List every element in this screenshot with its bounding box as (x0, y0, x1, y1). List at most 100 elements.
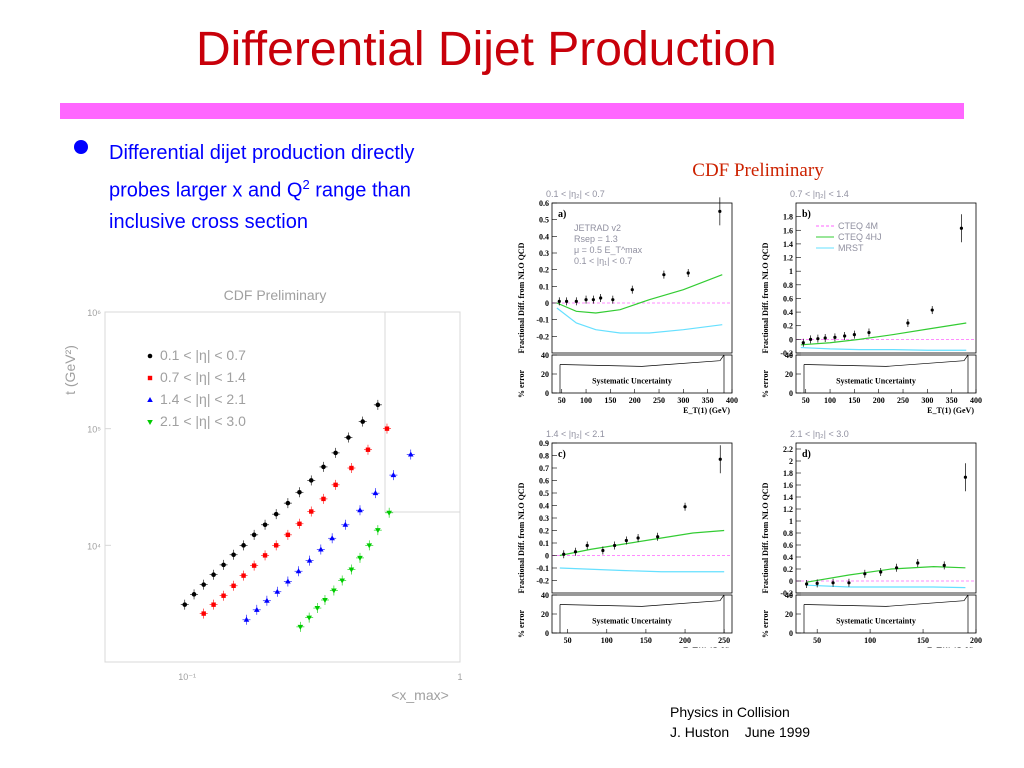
bullet-dot (74, 140, 88, 154)
data-point (253, 606, 260, 612)
x-tick-label: 150 (848, 396, 860, 405)
panel-annotation: 0.1 < |η₁| < 0.7 (574, 256, 632, 266)
data-point (894, 566, 899, 570)
y-tick-label: 1.2 (783, 254, 793, 263)
panel-header: 1.4 < |η₂| < 2.1 (546, 429, 605, 439)
data-point (309, 509, 314, 514)
panel-4: 2.1 < |η₂| < 3.0 d) -0.2 0 0.2 0.4 0.6 0.8 1 1.2 1… (761, 429, 982, 648)
data-point (262, 522, 268, 528)
legend-label: 0.7 < |η| < 1.4 (160, 369, 246, 385)
x-tick-label: 100 (580, 396, 592, 405)
data-point (241, 573, 246, 578)
x-tick-label: 50 (558, 396, 566, 405)
x-tick-label: 50 (813, 636, 821, 645)
data-point (285, 578, 291, 584)
panel-header: 2.1 < |η₂| < 3.0 (790, 429, 849, 439)
data-point (942, 563, 946, 567)
data-point (333, 482, 338, 488)
y-tick-label: 0.2 (783, 565, 793, 574)
data-point (662, 273, 666, 277)
data-point (243, 616, 250, 622)
data-point (346, 435, 351, 440)
panel-annotation: Rsep = 1.3 (574, 234, 618, 244)
data-point (297, 521, 302, 526)
error-axis-label: % error (761, 370, 770, 399)
data-point (297, 489, 302, 495)
y-tick-label: 0.6 (783, 294, 793, 303)
y-tick-label: 10⁶ (87, 308, 101, 318)
data-point (274, 588, 281, 594)
systematic-band-sides (803, 595, 969, 633)
error-tick-label: 20 (541, 370, 549, 379)
y-tick-label: 0.9 (539, 439, 549, 448)
data-point (331, 588, 337, 594)
y-tick-label: 0.1 (539, 539, 549, 548)
bullet-text-main: Differential dijet production directly p… (109, 142, 415, 202)
data-point (852, 332, 856, 337)
data-point (847, 581, 851, 585)
data-point (357, 555, 363, 561)
data-point (264, 597, 270, 603)
theory-curve-cyan (556, 307, 723, 334)
y-axis-label: Fractional Diff. from NLO QCD (517, 482, 526, 593)
title-divider (60, 103, 964, 119)
data-point (297, 624, 304, 630)
panel-label: a) (558, 209, 566, 220)
panel-2: 0.7 < |η₂| < 1.4 b) -0.2 0 0.2 0.4 0.6 0.8 1 1.2 1… (761, 189, 982, 415)
y-tick-label: 0.2 (539, 266, 549, 275)
data-point (574, 299, 578, 303)
error-axis-label: % error (761, 610, 770, 639)
data-point (321, 496, 326, 502)
y-tick-label: 0.3 (539, 249, 549, 258)
error-tick-label: 40 (541, 351, 549, 360)
y-tick-label: 2.2 (783, 445, 793, 454)
data-point (656, 535, 660, 539)
data-point (831, 581, 835, 585)
data-point (573, 550, 578, 554)
footer: Physics in Collision J. Huston June 1999 (670, 702, 810, 742)
systematic-band-sides (803, 355, 969, 393)
y-tick-label: 0.4 (783, 308, 793, 317)
systematic-label: Systematic Uncertainty (592, 377, 672, 386)
y-tick-label: -0.2 (536, 332, 549, 341)
legend-label: 1.4 < |η| < 2.1 (160, 391, 246, 407)
theory-curve-cyan (806, 584, 966, 589)
plot-frame (104, 311, 461, 663)
error-tick-label: 40 (785, 591, 793, 600)
data-point (241, 543, 246, 548)
data-point (562, 552, 566, 556)
data-point (801, 341, 805, 345)
x-tick-label: 100 (864, 636, 876, 645)
y-tick-label: 0.1 (539, 282, 549, 291)
error-panel-frame (551, 594, 733, 634)
y-tick-label: 1.4 (783, 240, 793, 249)
data-point (863, 572, 867, 576)
data-point (349, 465, 354, 471)
data-point (636, 536, 640, 540)
data-point (718, 457, 722, 461)
x-tick-label: 350 (946, 396, 958, 405)
bullet-text: Differential dijet production directly p… (109, 138, 469, 238)
y-tick-label: 0.4 (783, 553, 793, 562)
x-tick-label: 150 (640, 636, 652, 645)
data-point (366, 543, 373, 549)
theory-curve-cyan (559, 567, 725, 573)
data-point (718, 209, 722, 213)
y-tick-label: 1.2 (783, 505, 793, 514)
data-point (585, 543, 589, 548)
data-point (601, 548, 605, 553)
y-axis-label: Fractional Diff. from NLO QCD (517, 242, 526, 353)
theory-curve-cyan (800, 346, 967, 351)
inset-frame (384, 311, 461, 513)
data-point (339, 578, 345, 584)
theory-curve-green (559, 529, 725, 557)
x-axis-label: E_T(1) (GeV) (927, 406, 974, 415)
slide-title: Differential Dijet Production (196, 23, 777, 76)
y-tick-label: 10⁵ (87, 425, 101, 435)
data-point (386, 510, 392, 516)
y-tick-label: 1 (789, 517, 793, 526)
legend-label: 0.1 < |η| < 0.7 (160, 347, 246, 363)
y-tick-label: 0.2 (539, 527, 549, 536)
systematic-band (559, 354, 725, 367)
data-point (375, 528, 381, 534)
